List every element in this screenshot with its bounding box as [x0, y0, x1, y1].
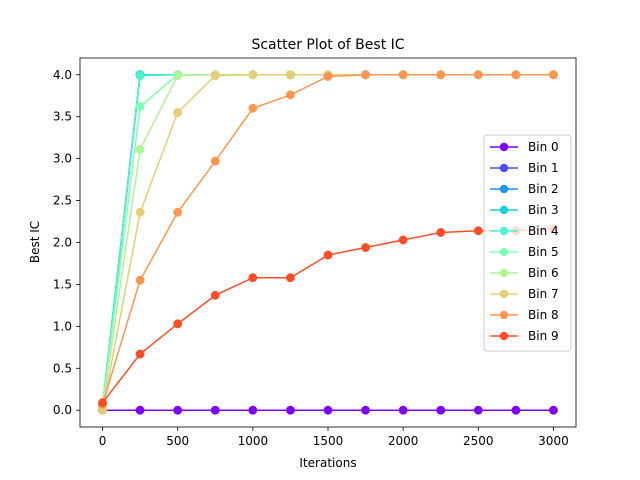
legend-label: Bin 6 [528, 266, 559, 280]
data-point [210, 71, 220, 81]
data-point [248, 103, 258, 113]
legend-swatch-marker [499, 268, 509, 278]
data-point [511, 70, 521, 80]
x-tick-label: 2000 [388, 434, 419, 448]
legend-label: Bin 9 [528, 329, 559, 343]
y-axis-label: Best IC [28, 221, 42, 263]
data-point [173, 405, 183, 415]
legend-swatch-marker [499, 247, 509, 257]
data-point [98, 398, 108, 408]
plot-area [98, 70, 558, 415]
data-point [323, 405, 333, 415]
data-point [135, 349, 145, 359]
data-point [361, 243, 371, 252]
y-tick-label: 1.0 [53, 319, 72, 333]
y-tick-label: 2.0 [53, 236, 72, 250]
data-point [285, 90, 295, 100]
data-point [473, 405, 483, 415]
legend-label: Bin 3 [528, 203, 559, 217]
data-point [473, 226, 483, 236]
data-point [135, 71, 145, 81]
legend-label: Bin 5 [528, 245, 559, 259]
data-point [135, 102, 145, 112]
data-point [248, 273, 258, 283]
data-point [173, 108, 183, 117]
x-tick-label: 500 [166, 434, 189, 448]
legend-label: Bin 8 [528, 308, 559, 322]
data-point [436, 227, 446, 237]
y-tick-label: 2.5 [53, 194, 72, 208]
data-point [210, 156, 220, 166]
data-point [398, 405, 408, 415]
data-point [210, 290, 220, 300]
data-point [210, 405, 220, 415]
data-point [248, 70, 258, 80]
legend-label: Bin 2 [528, 182, 559, 196]
legend-swatch-marker [499, 331, 509, 341]
y-tick-label: 3.0 [53, 152, 72, 166]
legend-swatch-marker [499, 142, 509, 152]
data-point [285, 273, 295, 283]
data-point [173, 319, 183, 329]
data-point [323, 72, 333, 81]
data-point [436, 405, 446, 415]
data-point [361, 70, 371, 80]
y-tick-label: 0.0 [53, 403, 72, 417]
legend: Bin 0 Bin 1 Bin 2 Bin 3 Bin 4 Bin 5 Bin 6 Bin 7… [483, 134, 572, 352]
data-point [398, 70, 408, 80]
data-point [436, 70, 446, 80]
y-tick-label: 3.5 [53, 110, 72, 124]
y-tick-label: 0.5 [53, 361, 72, 375]
data-point [135, 405, 145, 415]
x-tick-label: 2500 [463, 434, 494, 448]
data-point [323, 250, 333, 260]
data-point [549, 405, 558, 415]
legend-swatch-marker [499, 205, 509, 215]
data-point [248, 405, 258, 415]
legend-swatch-marker [499, 163, 509, 173]
chart-title: Scatter Plot of Best IC [251, 37, 404, 53]
data-point [285, 405, 295, 415]
data-point [398, 235, 408, 245]
axes: 0 500 1000 1500 2000 2500 3000 0.0 0.5 1.0 1.5 2.0 2… [53, 57, 577, 448]
data-point [549, 70, 558, 80]
y-tick-label: 1.5 [53, 277, 72, 291]
data-point [135, 144, 145, 154]
data-point [285, 70, 295, 80]
legend-swatch-marker [499, 184, 509, 194]
legend-swatch-marker [499, 289, 509, 299]
data-point [511, 405, 521, 415]
x-tick-label: 0 [99, 434, 107, 448]
legend-label: Bin 4 [528, 224, 559, 238]
data-point [361, 405, 371, 415]
x-tick-label: 3000 [538, 434, 569, 448]
legend-label: Bin 0 [528, 140, 559, 154]
x-axis-label: Iterations [299, 456, 356, 470]
legend-label: Bin 1 [528, 161, 559, 175]
legend-label: Bin 7 [528, 287, 559, 301]
legend-swatch-marker [499, 226, 509, 236]
data-point [135, 207, 145, 217]
data-point [473, 70, 483, 80]
data-point [135, 275, 145, 285]
legend-swatch-marker [499, 310, 509, 320]
y-tick-label: 4.0 [53, 68, 72, 82]
data-point [173, 207, 183, 217]
x-tick-label: 1000 [238, 434, 269, 448]
x-tick-label: 1500 [313, 434, 344, 448]
data-point [173, 71, 183, 81]
